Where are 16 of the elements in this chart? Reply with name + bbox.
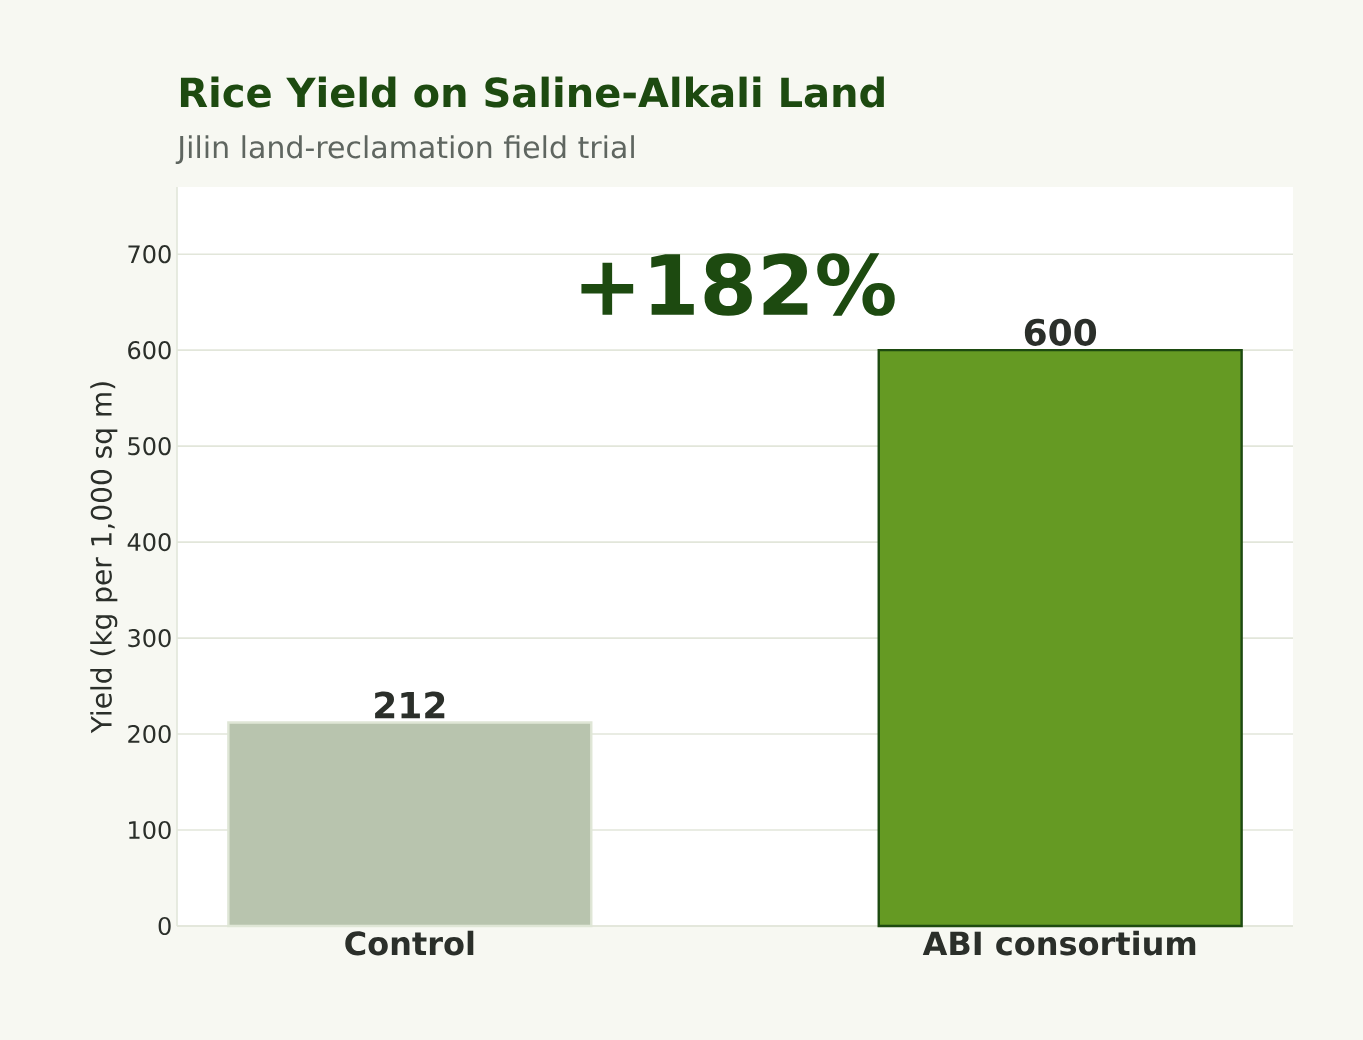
y-tick-label: 700 [128, 245, 171, 264]
chart-title: Rice Yield on Saline-Alkali Land [180, 76, 884, 108]
y-axis-title: Yield (kg per 1,000 sq m) [90, 382, 118, 734]
x-tick-label: Control [345, 930, 474, 956]
data-label: 212 [375, 691, 445, 719]
x-tick-label: ABI consortium [922, 930, 1196, 956]
data-label: 600 [1024, 318, 1097, 346]
y-tick-label: 300 [128, 629, 171, 648]
y-tick-label: 200 [128, 724, 171, 744]
annotation: +182% [581, 253, 895, 316]
y-tick-label: 600 [128, 341, 171, 360]
y-tick-label: 500 [128, 437, 171, 456]
y-tick-label: 100 [129, 820, 171, 840]
y-tick-label: 400 [127, 533, 171, 552]
y-tick-label: 0 [158, 916, 171, 936]
chart-subtitle: Jilin land-reclamation field trial [175, 135, 634, 164]
